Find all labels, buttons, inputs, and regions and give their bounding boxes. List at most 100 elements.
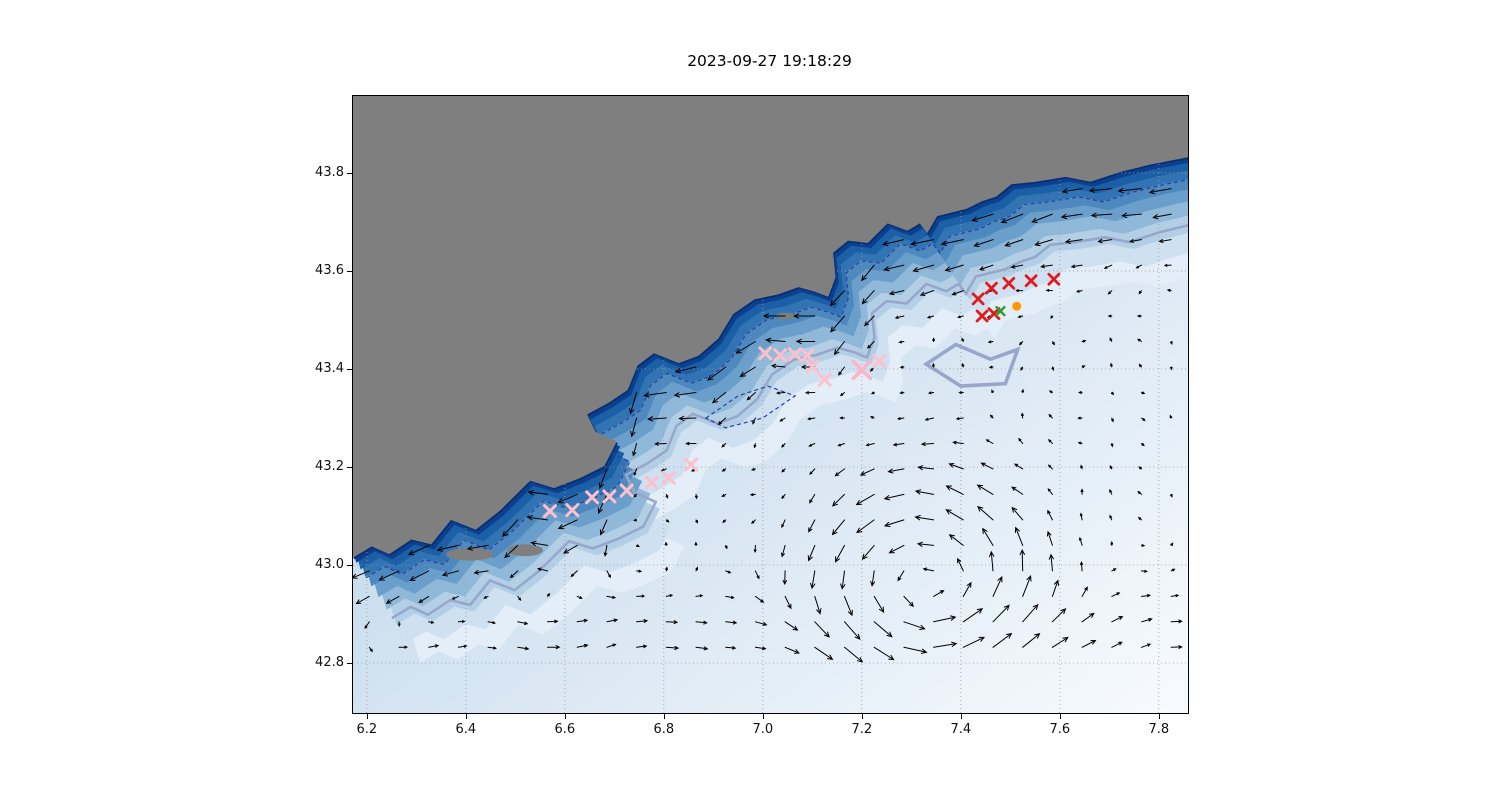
y-tick-mark bbox=[347, 172, 352, 174]
current-arrow bbox=[831, 519, 845, 536]
current-arrow bbox=[781, 468, 786, 473]
current-arrow bbox=[839, 392, 845, 397]
current-arrow bbox=[945, 485, 964, 495]
current-arrow bbox=[992, 632, 1013, 648]
current-arrow bbox=[985, 439, 994, 444]
current-arrow bbox=[570, 570, 578, 578]
inner-contour bbox=[365, 179, 1188, 579]
current-arrow bbox=[457, 620, 466, 623]
current-arrow bbox=[557, 519, 578, 530]
current-arrow bbox=[636, 544, 640, 547]
current-arrow bbox=[1010, 264, 1024, 269]
current-arrow bbox=[1014, 526, 1024, 546]
current-arrow bbox=[840, 570, 846, 590]
current-arrow bbox=[779, 417, 786, 422]
current-arrow bbox=[781, 519, 786, 529]
contour-lines bbox=[365, 179, 1188, 620]
current-arrow bbox=[861, 544, 875, 560]
island bbox=[776, 312, 796, 320]
current-arrow bbox=[1109, 514, 1113, 521]
current-arrow bbox=[664, 541, 668, 546]
current-arrow bbox=[1081, 612, 1095, 623]
current-arrow bbox=[725, 570, 732, 574]
current-arrow bbox=[606, 618, 619, 623]
land-polygon bbox=[353, 96, 1188, 558]
outer-contour-loop bbox=[922, 342, 1021, 388]
current-arrow bbox=[1110, 362, 1113, 368]
current-arrow bbox=[1070, 264, 1083, 269]
current-arrow bbox=[1169, 341, 1173, 346]
current-arrow bbox=[1137, 338, 1142, 342]
current-arrow bbox=[932, 362, 935, 368]
current-arrow bbox=[378, 570, 400, 581]
current-arrow bbox=[1081, 586, 1088, 597]
current-arrow bbox=[368, 646, 373, 653]
map-canvas bbox=[353, 96, 1188, 713]
current-arrow bbox=[830, 315, 845, 333]
current-arrow bbox=[1152, 213, 1172, 220]
current-arrow bbox=[678, 415, 697, 422]
current-arrow bbox=[863, 315, 875, 327]
x-tick-label: 7.4 bbox=[950, 722, 972, 737]
current-arrow bbox=[914, 515, 935, 521]
current-arrow bbox=[1000, 213, 1024, 224]
y-tick-label: 43.0 bbox=[315, 556, 344, 572]
current-arrow bbox=[912, 264, 935, 273]
current-arrow bbox=[898, 340, 905, 344]
current-arrow bbox=[1141, 594, 1152, 598]
current-arrow bbox=[856, 519, 875, 534]
y-tick-label: 42.8 bbox=[315, 655, 344, 670]
current-arrow bbox=[1011, 506, 1024, 521]
current-arrow bbox=[866, 341, 875, 349]
current-arrow bbox=[977, 505, 994, 521]
current-arrow bbox=[807, 544, 816, 562]
current-arrow bbox=[844, 621, 861, 640]
current-arrow bbox=[527, 489, 548, 496]
current-arrow bbox=[887, 468, 905, 474]
pink-x-marker bbox=[872, 354, 887, 369]
current-arrow bbox=[932, 337, 936, 342]
current-arrow bbox=[1060, 213, 1083, 220]
current-arrow bbox=[725, 595, 735, 599]
pink-x-marker bbox=[758, 346, 773, 361]
current-arrow bbox=[1051, 608, 1067, 623]
current-arrow bbox=[603, 544, 608, 557]
current-arrow bbox=[762, 313, 786, 319]
current-arrow bbox=[598, 468, 608, 490]
current-arrow bbox=[526, 515, 548, 521]
pink-x-marker bbox=[773, 348, 788, 363]
current-arrow bbox=[1018, 341, 1024, 346]
current-arrow bbox=[782, 570, 787, 586]
current-arrow bbox=[1031, 213, 1053, 223]
current-arrow bbox=[630, 417, 638, 438]
current-arrow bbox=[834, 544, 845, 563]
current-arrow bbox=[721, 468, 727, 472]
x-tick-mark bbox=[366, 714, 368, 719]
current-arrow bbox=[1078, 536, 1083, 546]
current-arrow bbox=[563, 544, 578, 554]
current-arrow bbox=[839, 416, 845, 420]
current-arrow bbox=[920, 442, 935, 446]
current-arrow bbox=[751, 519, 756, 524]
current-arrow bbox=[428, 620, 435, 624]
current-arrow bbox=[948, 534, 964, 546]
current-arrow bbox=[922, 567, 935, 572]
current-arrow bbox=[1170, 619, 1183, 624]
current-arrow bbox=[694, 493, 698, 500]
current-arrow bbox=[1141, 391, 1146, 395]
plot-area bbox=[352, 95, 1189, 714]
current-arrow bbox=[1011, 486, 1024, 495]
y-tick-mark bbox=[347, 663, 352, 664]
land-layer bbox=[353, 96, 1188, 561]
current-arrow bbox=[957, 315, 964, 319]
current-arrow bbox=[707, 366, 727, 381]
current-arrow bbox=[606, 595, 617, 599]
current-arrow bbox=[1111, 641, 1123, 648]
current-arrow bbox=[987, 340, 994, 344]
pink-x-marker-large bbox=[851, 359, 873, 381]
current-arrow bbox=[1109, 464, 1113, 470]
outer-contour bbox=[391, 223, 1188, 620]
pink-x-marker bbox=[661, 470, 676, 485]
current-arrow bbox=[792, 313, 816, 319]
current-arrow bbox=[695, 620, 708, 625]
